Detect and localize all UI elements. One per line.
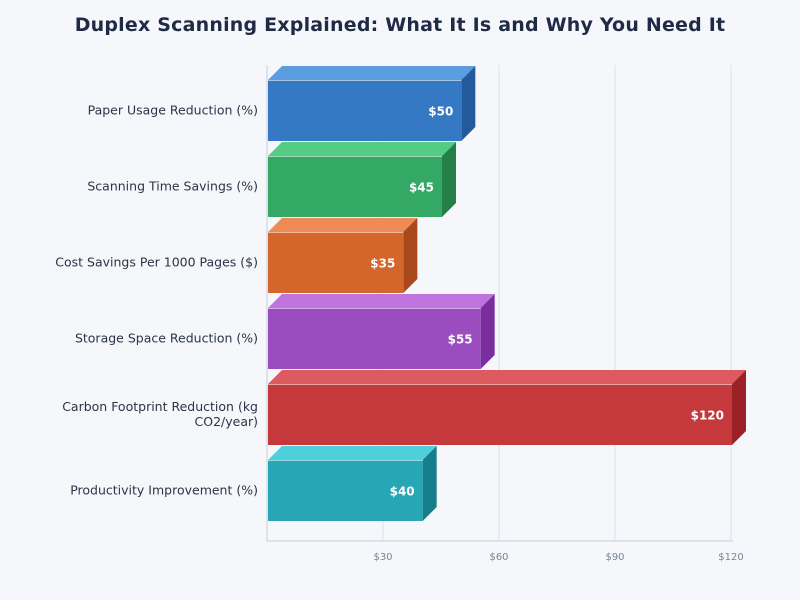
bar-top-face [268,294,495,308]
bar-group: $35 [268,218,418,293]
x-tick-label: $30 [373,552,392,563]
data-label: $40 [390,485,415,499]
category-label: Paper Usage Reduction (%) [88,103,258,118]
bar-side-face [422,446,437,521]
bar-side-face [732,370,746,445]
bar-side-face [480,294,495,369]
x-tick-label: $60 [489,552,508,563]
bar-group: $50 [268,66,476,141]
bar [268,156,442,217]
bar-top-face [268,218,418,232]
x-tick-label: $120 [718,552,743,563]
category-label: Cost Savings Per 1000 Pages ($) [55,255,258,270]
bar-group: $120 [268,370,746,445]
bar [268,232,404,293]
bar [268,460,423,521]
bar-side-face [403,218,418,293]
category-label: Productivity Improvement (%) [70,483,258,498]
data-label: $55 [448,333,473,347]
bar-group: $45 [268,142,456,217]
bar-top-face [268,370,746,384]
x-tick-label: $90 [605,552,624,563]
data-label: $120 [691,409,724,423]
data-label: $35 [370,257,395,271]
bar-side-face [461,66,476,141]
category-label: CO2/year) [195,414,259,429]
bar-top-face [268,66,476,80]
bar-group: $55 [268,294,495,369]
bar-group: $40 [268,446,437,521]
category-label: Storage Space Reduction (%) [75,331,258,346]
bar [268,384,732,445]
bar [268,308,481,369]
category-label: Scanning Time Savings (%) [87,179,258,194]
data-label: $45 [409,181,434,195]
bar-side-face [442,142,456,217]
data-label: $50 [428,105,453,119]
category-label: Carbon Footprint Reduction (kg [62,399,258,414]
bar-top-face [268,142,456,156]
chart-title: Duplex Scanning Explained: What It Is an… [74,14,726,36]
bar [268,80,462,141]
bar-top-face [268,446,437,460]
